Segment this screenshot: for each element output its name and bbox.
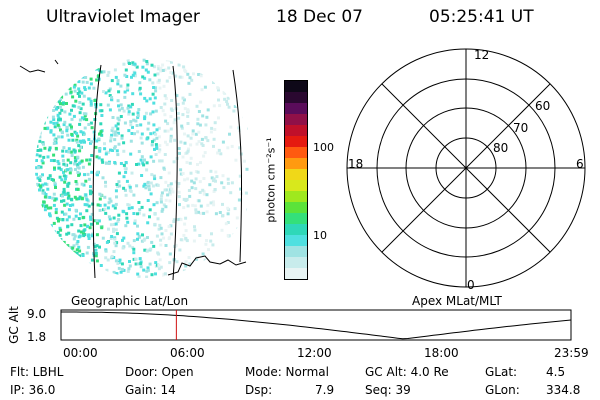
- x-tick-1200: 12:00: [297, 346, 332, 360]
- glat-label: GLat:: [485, 365, 518, 379]
- altitude-curve: [61, 311, 572, 340]
- date-label: 18 Dec 07: [276, 7, 363, 27]
- mlt-label-6: 6: [576, 157, 584, 171]
- gc-alt-axis-label: GC Alt: [7, 306, 21, 344]
- glat-value: 4.5: [546, 365, 566, 379]
- colorbar-segment: [285, 81, 307, 92]
- mlt-label-12: 12: [474, 48, 490, 62]
- longitude-line-3: [232, 69, 243, 263]
- ip-status: IP: 36.0: [10, 383, 56, 397]
- colorbar-segment: [285, 114, 307, 125]
- seq-status: Seq: 39: [365, 383, 411, 397]
- gain-status: Gain: 14: [125, 383, 176, 397]
- colorbar-segment: [285, 213, 307, 224]
- y-min-label: 1.8: [27, 330, 47, 344]
- gc-alt-status: GC Alt: 4.0 Re: [365, 365, 449, 379]
- colorbar-segment: [285, 136, 307, 147]
- geographic-label: Geographic Lat/Lon: [71, 294, 189, 308]
- colorbar-segment: [285, 257, 307, 268]
- colorbar: [284, 80, 308, 280]
- dsp-label: Dsp:: [245, 383, 273, 397]
- auroral-emission-pixels: [35, 58, 255, 278]
- mode-status: Mode: Normal: [245, 365, 329, 379]
- x-tick-1800: 18:00: [424, 346, 459, 360]
- colorbar-segment: [285, 191, 307, 202]
- lat-label-80: 80: [493, 141, 509, 155]
- door-status: Door: Open: [125, 365, 194, 379]
- colorbar-unit-label: photon cm⁻²s⁻¹: [264, 137, 278, 223]
- longitude-line-2: [172, 65, 178, 281]
- lat-label-60: 60: [535, 99, 551, 113]
- colorbar-segment: [285, 92, 307, 103]
- x-tick-0600: 06:00: [170, 346, 205, 360]
- time-label: 05:25:41 UT: [429, 7, 534, 27]
- colorbar-segment: [285, 103, 307, 114]
- colorbar-segment: [285, 125, 307, 136]
- colorbar-segment: [285, 268, 307, 279]
- colorbar-segment: [285, 158, 307, 169]
- colorbar-tick-100: 100: [313, 141, 334, 154]
- colorbar-segment: [285, 235, 307, 246]
- colorbar-segment: [285, 147, 307, 158]
- coastline-fragment: [19, 59, 59, 73]
- colorbar-tick-10: 10: [313, 229, 327, 242]
- mlt-label-18: 18: [348, 157, 364, 171]
- apex-label: Apex MLat/MLT: [412, 294, 502, 308]
- mlt-label-0: 0: [467, 278, 475, 292]
- colorbar-segment: [285, 180, 307, 191]
- x-tick-2359: 23:59: [554, 346, 589, 360]
- colorbar-segment: [285, 246, 307, 257]
- x-tick-0000: 00:00: [63, 346, 98, 360]
- coastline: [167, 255, 247, 276]
- colorbar-segment: [285, 169, 307, 180]
- instrument-title: Ultraviolet Imager: [46, 7, 200, 27]
- flt-status: Flt: LBHL: [10, 365, 64, 379]
- glon-label: GLon:: [485, 383, 520, 397]
- longitude-line-1: [92, 64, 102, 279]
- colorbar-segment: [285, 202, 307, 213]
- y-max-label: 9.0: [27, 307, 47, 321]
- dsp-value: 7.9: [315, 383, 335, 397]
- lat-label-70: 70: [513, 121, 529, 135]
- glon-value: 334.8: [546, 383, 581, 397]
- colorbar-segment: [285, 224, 307, 235]
